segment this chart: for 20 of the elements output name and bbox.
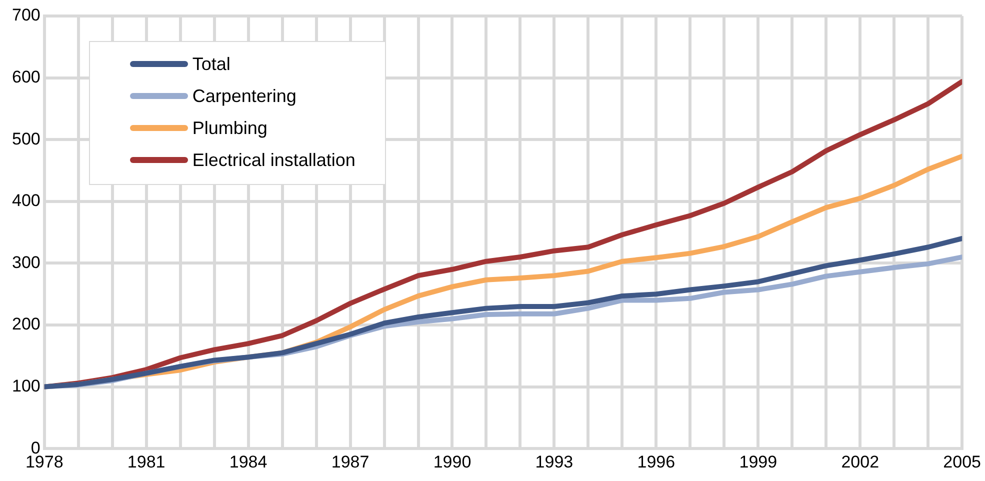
x-tick-label: 1999: [739, 452, 778, 472]
x-tick-label: 1996: [637, 452, 676, 472]
y-tick-label: 300: [12, 252, 40, 272]
y-tick-label: 400: [12, 191, 40, 210]
x-tick-label: 1987: [331, 452, 370, 472]
legend-label: Electrical installation: [192, 150, 356, 170]
legend-label: Plumbing: [192, 118, 268, 138]
x-tick-label: 1993: [535, 452, 574, 472]
y-tick-label: 100: [12, 376, 40, 396]
x-tick-label: 1990: [433, 452, 472, 472]
y-tick-label: 200: [12, 314, 40, 334]
x-tick-label: 2002: [841, 452, 880, 472]
y-tick-label: 600: [12, 67, 40, 86]
x-tick-label: 1984: [229, 452, 268, 472]
x-tick-label: 2005: [943, 452, 982, 472]
legend-label: Carpentering: [192, 86, 296, 106]
y-tick-label: 700: [12, 6, 40, 25]
x-tick-label: 1981: [127, 452, 166, 472]
y-tick-label: 500: [12, 129, 40, 148]
legend-label: Total: [192, 54, 230, 74]
